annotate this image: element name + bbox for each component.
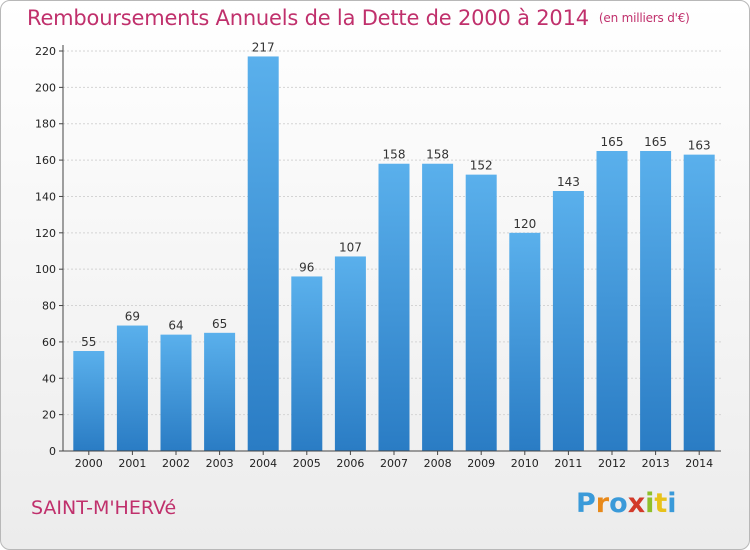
value-label: 55: [81, 335, 96, 349]
y-tick-label: 0: [49, 445, 56, 458]
value-label: 158: [426, 148, 449, 162]
bar-2007: [378, 163, 410, 451]
bar-2002: [160, 334, 192, 451]
x-tick-label: 2004: [249, 457, 277, 470]
y-tick-label: 180: [35, 118, 56, 131]
bar-2004: [247, 56, 279, 452]
y-tick-label: 120: [35, 227, 56, 240]
bar-2014: [683, 154, 715, 452]
proxiti-logo: Proxiti: [576, 488, 677, 519]
bar-2012: [596, 151, 628, 451]
chart-title-text: Remboursements Annuels de la Dette de 20…: [27, 6, 589, 30]
bar-2009: [465, 174, 497, 452]
y-tick-label: 20: [42, 409, 56, 422]
x-tick-label: 2011: [554, 457, 582, 470]
x-tick-label: 2006: [336, 457, 364, 470]
x-tick-label: 2013: [642, 457, 670, 470]
value-label: 217: [252, 40, 275, 54]
value-label: 158: [383, 148, 406, 162]
logo-letter: t: [654, 488, 668, 519]
logo-letter: P: [576, 488, 596, 519]
bar-2005: [291, 276, 323, 451]
bar-2013: [640, 151, 672, 451]
logo-letter: i: [667, 488, 677, 519]
chart-unit: (en milliers d'€): [598, 11, 690, 25]
city-name: SAINT-M'HERVé: [31, 497, 177, 519]
x-tick-label: 2012: [598, 457, 626, 470]
y-tick-label: 160: [35, 154, 56, 167]
x-tick-label: 2002: [162, 457, 190, 470]
value-label: 165: [601, 135, 624, 149]
chart-title: Remboursements Annuels de la Dette de 20…: [27, 6, 690, 30]
bar-2008: [422, 163, 454, 451]
bar-2011: [552, 191, 584, 451]
y-tick-label: 140: [35, 190, 56, 203]
logo-letter: r: [595, 488, 610, 519]
y-tick-label: 40: [42, 372, 56, 385]
value-label: 107: [339, 240, 362, 254]
x-tick-label: 2009: [467, 457, 495, 470]
x-tick-label: 2003: [206, 457, 234, 470]
y-tick-label: 80: [42, 300, 56, 313]
x-tick-label: 2005: [293, 457, 321, 470]
value-label: 96: [299, 260, 314, 274]
value-label: 143: [557, 175, 580, 189]
y-tick-label: 100: [35, 263, 56, 276]
value-label: 152: [470, 159, 493, 173]
y-tick-label: 200: [35, 81, 56, 94]
y-tick-label: 220: [35, 45, 56, 58]
bar-2000: [73, 351, 105, 451]
x-tick-label: 2008: [424, 457, 452, 470]
logo-letter: i: [645, 488, 655, 519]
bar-2006: [334, 256, 366, 451]
y-tick-label: 60: [42, 336, 56, 349]
x-tick-label: 2001: [118, 457, 146, 470]
value-label: 120: [513, 217, 536, 231]
logo-letter: x: [627, 488, 646, 519]
x-tick-label: 2014: [685, 457, 713, 470]
bar-2003: [204, 332, 236, 451]
x-tick-label: 2000: [75, 457, 103, 470]
bar-2001: [116, 325, 148, 451]
value-label: 69: [125, 310, 140, 324]
x-tick-label: 2010: [511, 457, 539, 470]
bar-2010: [509, 232, 541, 451]
value-label: 65: [212, 317, 227, 331]
logo-letter: o: [609, 488, 628, 519]
value-label: 163: [688, 139, 711, 153]
value-label: 64: [168, 319, 183, 333]
x-tick-label: 2007: [380, 457, 408, 470]
value-label: 165: [644, 135, 667, 149]
